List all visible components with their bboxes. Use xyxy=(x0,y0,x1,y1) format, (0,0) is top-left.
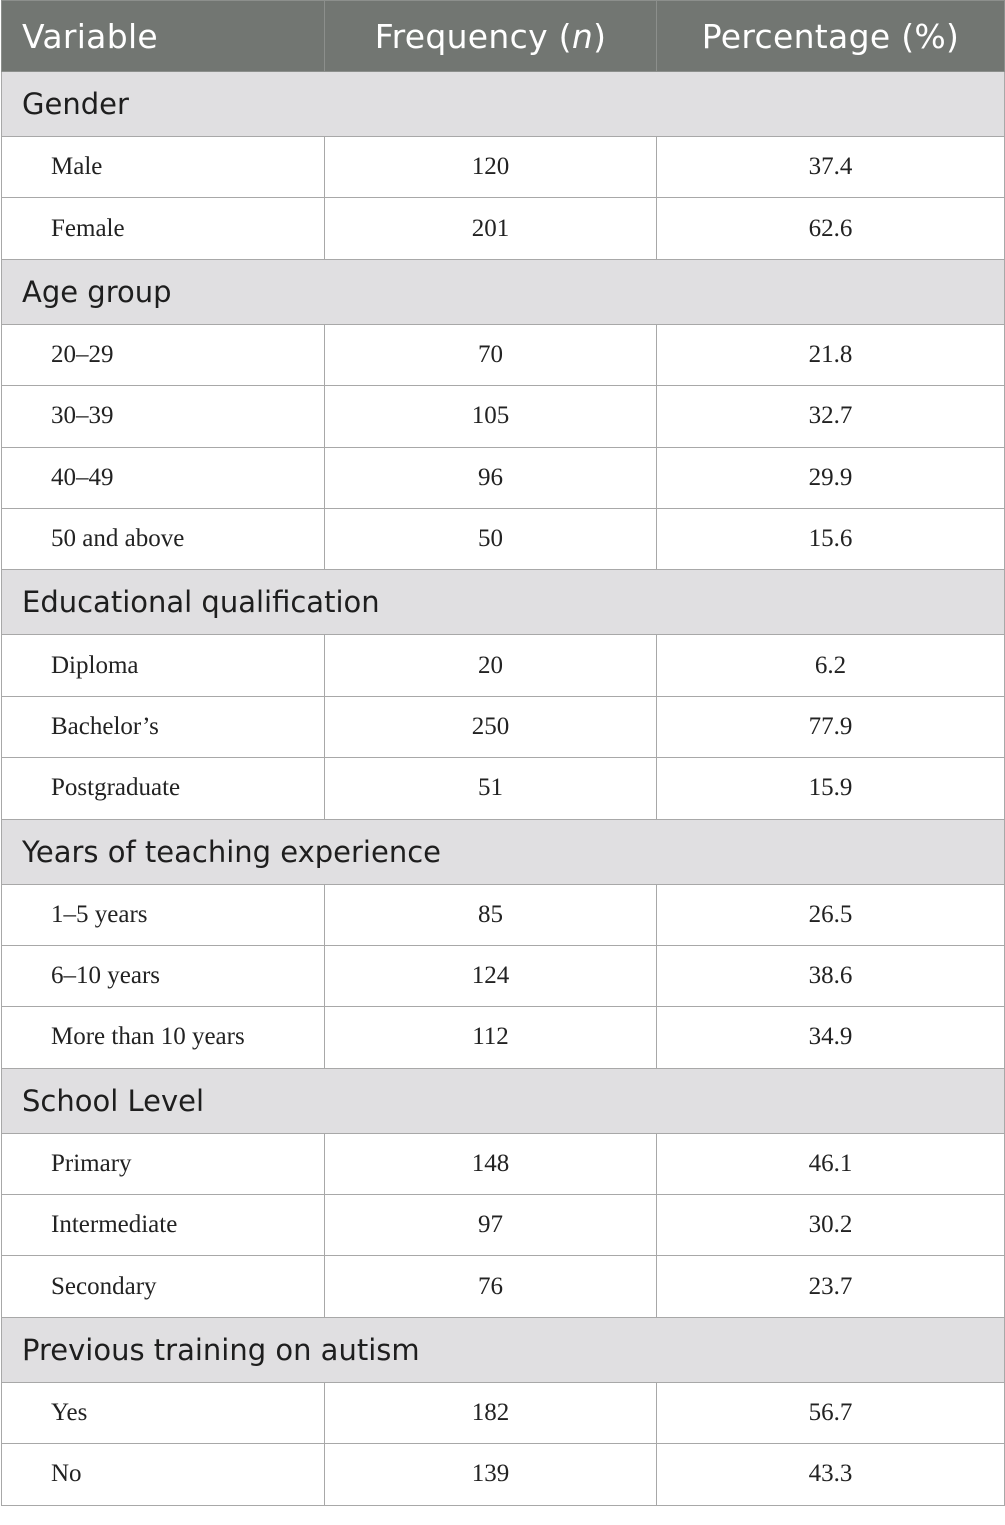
row-label: Primary xyxy=(1,1132,325,1196)
table-row: Postgraduate 51 15.9 xyxy=(1,757,1005,820)
row-frequency: 182 xyxy=(324,1381,657,1445)
row-percentage: 34.9 xyxy=(656,1006,1005,1069)
frequency-header-n: n xyxy=(571,16,594,56)
table-row: 40–49 96 29.9 xyxy=(1,446,1005,509)
row-label: Male xyxy=(1,135,325,199)
row-frequency: 70 xyxy=(324,323,657,387)
row-frequency: 148 xyxy=(324,1132,657,1196)
row-percentage: 26.5 xyxy=(656,883,1005,946)
row-label: Female xyxy=(1,197,325,260)
table-header-row: Variable Frequency (n) Percentage (%) xyxy=(1,0,1005,72)
column-header-variable: Variable xyxy=(1,0,325,72)
table-row: 50 and above 50 15.6 xyxy=(1,507,1005,571)
group-row-school-level: School Level xyxy=(1,1067,1005,1134)
row-label: Secondary xyxy=(1,1255,325,1318)
row-frequency: 51 xyxy=(324,757,657,820)
group-row-training: Previous training on autism xyxy=(1,1316,1005,1383)
group-title: Previous training on autism xyxy=(1,1316,1005,1383)
row-percentage: 56.7 xyxy=(656,1381,1005,1445)
group-row-experience: Years of teaching experience xyxy=(1,818,1005,885)
row-frequency: 96 xyxy=(324,446,657,509)
row-frequency: 112 xyxy=(324,1006,657,1069)
frequency-header-suffix: ) xyxy=(593,16,607,56)
group-title: Gender xyxy=(1,71,1005,137)
row-frequency: 139 xyxy=(324,1443,657,1506)
row-percentage: 43.3 xyxy=(656,1443,1005,1506)
row-percentage: 37.4 xyxy=(656,135,1005,199)
row-frequency: 124 xyxy=(324,944,657,1008)
table-row: Secondary 76 23.7 xyxy=(1,1255,1005,1318)
row-frequency: 250 xyxy=(324,695,657,759)
row-percentage: 15.9 xyxy=(656,757,1005,820)
table-row: Female 201 62.6 xyxy=(1,197,1005,260)
group-title: Years of teaching experience xyxy=(1,818,1005,885)
row-percentage: 46.1 xyxy=(656,1132,1005,1196)
row-frequency: 120 xyxy=(324,135,657,199)
row-frequency: 20 xyxy=(324,634,657,697)
table-row: 6–10 years 124 38.6 xyxy=(1,944,1005,1008)
table-row: No 139 43.3 xyxy=(1,1443,1005,1506)
group-row-gender: Gender xyxy=(1,71,1005,137)
table-row: Yes 182 56.7 xyxy=(1,1381,1005,1445)
row-label: Diploma xyxy=(1,634,325,697)
column-header-frequency: Frequency (n) xyxy=(324,0,657,72)
row-percentage: 38.6 xyxy=(656,944,1005,1008)
row-label: 40–49 xyxy=(1,446,325,509)
table-row: Bachelor’s 250 77.9 xyxy=(1,695,1005,759)
table-row: More than 10 years 112 34.9 xyxy=(1,1006,1005,1069)
table-body: Gender Male 120 37.4 Female 201 62.6 Age… xyxy=(1,71,1005,1506)
row-label: Intermediate xyxy=(1,1194,325,1257)
table-row: 1–5 years 85 26.5 xyxy=(1,883,1005,946)
row-label: No xyxy=(1,1443,325,1506)
row-label: More than 10 years xyxy=(1,1006,325,1069)
row-percentage: 29.9 xyxy=(656,446,1005,509)
table-row: Diploma 20 6.2 xyxy=(1,634,1005,697)
row-label: 20–29 xyxy=(1,323,325,387)
table-row: Primary 148 46.1 xyxy=(1,1132,1005,1196)
row-label: 50 and above xyxy=(1,507,325,571)
row-label: 30–39 xyxy=(1,385,325,448)
row-label: 1–5 years xyxy=(1,883,325,946)
row-frequency: 85 xyxy=(324,883,657,946)
row-frequency: 105 xyxy=(324,385,657,448)
row-percentage: 32.7 xyxy=(656,385,1005,448)
row-percentage: 6.2 xyxy=(656,634,1005,697)
group-row-age: Age group xyxy=(1,258,1005,325)
row-frequency: 201 xyxy=(324,197,657,260)
group-title: Age group xyxy=(1,258,1005,325)
group-row-education: Educational qualification xyxy=(1,569,1005,636)
column-header-percentage: Percentage (%) xyxy=(656,0,1005,72)
table-row: Intermediate 97 30.2 xyxy=(1,1194,1005,1257)
row-frequency: 97 xyxy=(324,1194,657,1257)
row-label: Postgraduate xyxy=(1,757,325,820)
group-title: Educational qualification xyxy=(1,569,1005,636)
table-row: 30–39 105 32.7 xyxy=(1,385,1005,448)
table-row: 20–29 70 21.8 xyxy=(1,323,1005,387)
row-percentage: 30.2 xyxy=(656,1194,1005,1257)
row-label: 6–10 years xyxy=(1,944,325,1008)
group-title: School Level xyxy=(1,1067,1005,1134)
row-percentage: 15.6 xyxy=(656,507,1005,571)
row-percentage: 23.7 xyxy=(656,1255,1005,1318)
row-label: Bachelor’s xyxy=(1,695,325,759)
row-percentage: 77.9 xyxy=(656,695,1005,759)
row-frequency: 76 xyxy=(324,1255,657,1318)
row-percentage: 62.6 xyxy=(656,197,1005,260)
table-row: Male 120 37.4 xyxy=(1,135,1005,199)
row-label: Yes xyxy=(1,1381,325,1445)
row-frequency: 50 xyxy=(324,507,657,571)
frequency-header-prefix: Frequency ( xyxy=(374,16,572,56)
row-percentage: 21.8 xyxy=(656,323,1005,387)
